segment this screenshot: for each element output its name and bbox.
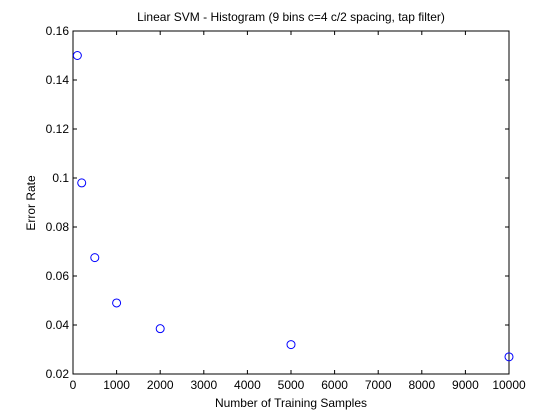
- tick-layer: 0 1000 2000 3000 4000 5000 6000 7000 8000 9000 100…: [46, 24, 526, 392]
- x-tick-label: 0: [70, 378, 77, 392]
- x-tick-label: 9000: [452, 378, 479, 392]
- data-point: [504, 352, 514, 362]
- y-tick-label: 0.06: [46, 269, 70, 283]
- x-tick-label: 7000: [365, 378, 392, 392]
- y-tick-label: 0.1: [52, 171, 69, 185]
- y-tick-label: 0.04: [46, 318, 70, 332]
- plot-area: [72, 30, 510, 375]
- x-tick-label: 3000: [190, 378, 217, 392]
- y-tick-label: 0.02: [46, 367, 70, 381]
- x-tick-label: 5000: [278, 378, 305, 392]
- x-tick-label: 1000: [103, 378, 130, 392]
- y-axis-label: Error Rate: [24, 175, 38, 231]
- x-tick-label: 2000: [147, 378, 174, 392]
- data-point: [112, 298, 122, 308]
- data-point: [90, 253, 100, 263]
- x-tick-label: 4000: [234, 378, 261, 392]
- y-tick-label: 0.08: [46, 220, 70, 234]
- data-point: [72, 51, 82, 60]
- data-point: [77, 178, 87, 188]
- data-point: [286, 340, 296, 350]
- x-tick-label: 6000: [321, 378, 348, 392]
- x-tick-label: 10000: [492, 378, 526, 392]
- x-tick-label: 8000: [408, 378, 435, 392]
- y-tick-label: 0.12: [46, 122, 70, 136]
- x-axis-label: Number of Training Samples: [215, 396, 367, 410]
- y-tick-label: 0.14: [46, 73, 70, 87]
- data-points: [72, 51, 514, 362]
- chart-title: Linear SVM - Histogram (9 bins c=4 c/2 s…: [137, 10, 445, 24]
- data-point: [155, 324, 165, 334]
- y-tick-label: 0.16: [46, 24, 70, 38]
